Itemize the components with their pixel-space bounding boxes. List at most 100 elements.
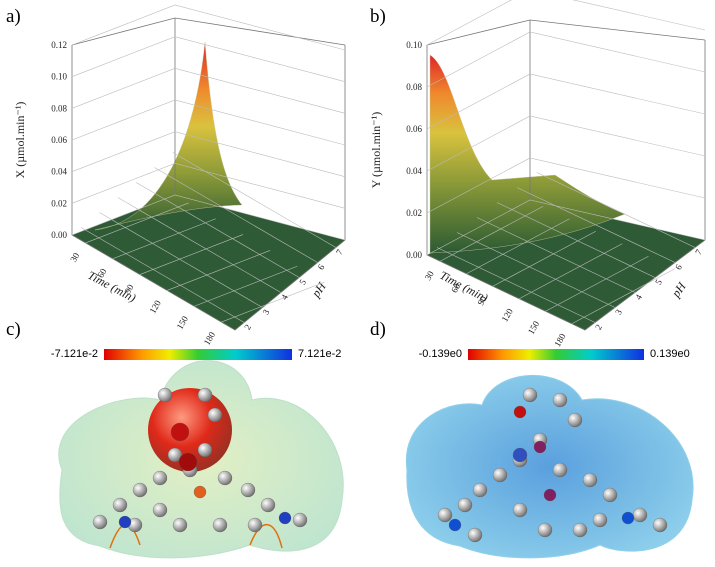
z-tick-label: 0.10	[406, 40, 422, 50]
grid-line	[71, 68, 346, 114]
surface-peak	[429, 54, 626, 254]
grid-line	[519, 243, 623, 300]
ph-tick-label: 7	[334, 247, 345, 256]
atom	[197, 442, 213, 458]
atom	[592, 512, 608, 528]
grid-line	[172, 152, 336, 248]
atom	[512, 502, 528, 518]
grid-line	[536, 172, 696, 248]
atom	[172, 517, 188, 533]
molecule	[437, 387, 668, 543]
ph-tick-label: 3	[613, 307, 624, 316]
grid-line	[516, 187, 676, 263]
ph-title: pH	[308, 279, 329, 301]
grid-line	[426, 0, 706, 46]
grid-line	[436, 247, 596, 323]
panel-b: b) Y (µmol.min⁻¹) Time (min) pH 0.000.02…	[369, 0, 706, 348]
z-tick-label: 0.06	[51, 135, 67, 145]
grid-line	[545, 255, 649, 312]
atom	[512, 447, 528, 463]
atom	[260, 497, 276, 513]
ph-tick-label: 5	[653, 277, 664, 286]
time-tick-label: 30	[68, 250, 81, 263]
z-tick-label: 0.04	[406, 166, 422, 176]
grid-line	[476, 217, 636, 293]
ph-tick-label: 6	[673, 262, 684, 271]
atom	[457, 497, 473, 513]
colorbar-max: 0.139e0	[650, 348, 690, 360]
atom	[278, 511, 292, 525]
atom	[582, 472, 598, 488]
atom	[492, 467, 508, 483]
z-tick-label: 0.00	[51, 230, 67, 240]
grid-line	[426, 157, 706, 214]
molecule	[92, 387, 308, 533]
atom	[152, 502, 168, 518]
atom	[472, 482, 488, 498]
grid-line	[71, 131, 346, 177]
grid-line	[426, 115, 706, 172]
atom	[513, 405, 527, 419]
grid-line	[99, 212, 263, 308]
colorbar	[104, 349, 292, 360]
atom	[572, 522, 588, 538]
atom	[292, 512, 308, 528]
atom	[543, 488, 557, 502]
panel-c: c) -7.121e-2 7.121e-2	[6, 319, 344, 559]
potential-surface	[405, 374, 694, 559]
grid-line	[492, 230, 596, 287]
z-title: X (µmol.min⁻¹)	[13, 102, 27, 179]
panel-label: c)	[6, 319, 21, 340]
atom	[247, 517, 263, 533]
z-tick-label: 0.08	[406, 82, 422, 92]
z-tick-label: 0.12	[51, 40, 67, 50]
atom	[118, 515, 132, 529]
panel-d: d) -0.139e0 0.139e0	[370, 319, 694, 559]
grid-line	[466, 218, 570, 275]
z-tick-label: 0.10	[51, 72, 67, 82]
z-tick-label: 0.08	[51, 103, 67, 113]
z-title: Y (µmol.min⁻¹)	[369, 112, 383, 188]
time-tick-label: 30	[423, 269, 436, 282]
grid-line	[117, 197, 281, 293]
atom	[112, 497, 128, 513]
colorbar-max: 7.121e-2	[298, 348, 341, 360]
ph-tick-label: 4	[279, 292, 290, 301]
atom	[157, 387, 173, 403]
atom	[552, 462, 568, 478]
time-tick-label: 150	[175, 314, 191, 331]
atom	[178, 452, 198, 472]
z-tick-label: 0.04	[51, 167, 67, 177]
grid-line	[194, 265, 298, 307]
surface-floor	[72, 195, 345, 330]
grid-line	[71, 36, 346, 82]
ph-tick-label: 2	[242, 323, 253, 332]
atom	[437, 507, 453, 523]
ph-tick-label: 5	[297, 277, 308, 286]
colorbar-min: -0.139e0	[419, 348, 462, 360]
atom	[240, 482, 256, 498]
atom	[207, 407, 223, 423]
grid-line	[166, 250, 271, 291]
atom	[602, 487, 618, 503]
panel-a: a) X (µmol.min⁻¹) Time (min) pH 0.000.02…	[6, 4, 346, 347]
grid-line	[71, 194, 346, 241]
grid-line	[71, 4, 346, 51]
time-tick-label: 180	[202, 330, 218, 347]
atom	[567, 412, 583, 428]
ph-tick-label: 7	[693, 247, 704, 256]
atom	[652, 517, 668, 533]
atom	[217, 470, 233, 486]
ph-tick-label: 6	[316, 262, 327, 271]
atom	[533, 440, 547, 454]
panel-label: b)	[370, 6, 386, 27]
grid-line	[426, 73, 706, 130]
grid-line	[112, 218, 216, 260]
grid-line	[81, 227, 245, 323]
grid-line	[496, 202, 656, 278]
grid-line	[221, 281, 325, 323]
atom	[632, 507, 648, 523]
atom	[132, 482, 148, 498]
grid-line	[85, 202, 189, 244]
atom	[212, 517, 228, 533]
